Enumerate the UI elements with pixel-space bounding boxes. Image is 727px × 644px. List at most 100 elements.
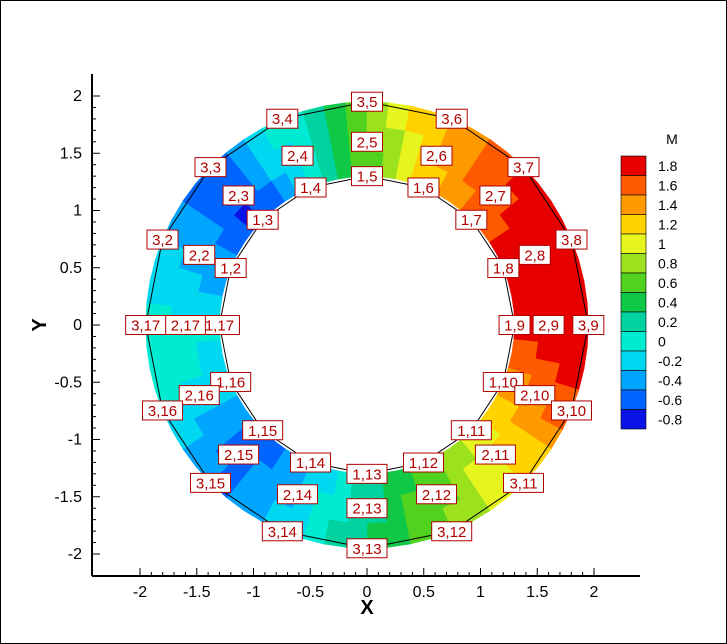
legend-level-label: 1.8 [658,158,678,174]
node-label-box [261,521,303,542]
legend-level-label: 0 [658,333,666,349]
node-label-box [487,258,520,279]
node-label-3-4: 3,4 [266,108,299,129]
node-label-3-7: 3,7 [507,157,540,178]
node-label-2-10: 2,10 [514,385,556,406]
node-label-text: 3,14 [268,524,297,541]
node-label-box [474,444,516,465]
node-label-3-2: 3,2 [146,229,179,250]
node-label-text: 1,13 [352,466,381,483]
y-tick-label: -1 [68,432,82,449]
node-label-text: 2,16 [185,388,214,405]
y-tick-label: -1.5 [54,489,82,506]
node-label-box [482,371,524,392]
node-label-2-9: 2,9 [532,315,565,335]
y-tick-label: 0 [73,317,82,334]
node-label-box [246,209,279,230]
node-label-text: 2,6 [426,148,447,165]
node-label-1-4: 1,4 [294,177,327,198]
y-ticks: -2 -1.5 -1 -0.5 0 0.5 1 1.5 2 [54,88,100,563]
legend-labels: 1.8 1.6 1.4 1.2 1 0.8 0.6 0.4 0.2 0 -0.2 -0.4 -0.6 -0… [658,158,682,428]
y-tick-label: 1 [73,203,82,220]
node-label-text: 3,10 [557,403,586,420]
node-label-1-7: 1,7 [455,209,488,230]
node-label-2-11: 2,11 [474,444,516,465]
node-label-box [281,145,314,166]
node-label-box [277,484,319,505]
legend-level-label: 0.2 [658,314,678,330]
legend-level-label: 0.6 [658,275,678,291]
node-label-text: 1,6 [413,180,434,197]
node-label-3-11: 3,11 [503,472,545,493]
node-label-2-5: 2,5 [351,131,383,152]
node-label-2-12: 2,12 [415,484,457,505]
node-label-text: 3,6 [441,111,462,128]
legend-swatch [620,370,647,391]
x-tick-label: -0.5 [296,584,324,601]
legend-level-label: 1 [658,236,666,252]
x-ticks: -2 -1.5 -1 -0.5 0 0.5 1 1.5 2 [133,568,599,601]
node-label-box [189,472,231,493]
node-label-text: 3,11 [509,475,537,492]
legend-level-label: -0.6 [658,392,682,408]
node-label-box [479,185,512,206]
node-label-1-2: 1,2 [214,258,247,279]
node-label-text: 3,5 [357,94,378,111]
node-label-text: 2,11 [481,447,509,464]
node-label-1-8: 1,8 [487,258,520,279]
node-label-text: 2,9 [538,318,559,335]
node-label-text: 2,5 [357,134,378,151]
node-label-text: 1,11 [457,423,485,440]
node-label-1-3: 1,3 [246,209,279,230]
node-label-text: 3,3 [200,160,221,177]
legend-swatch [620,175,647,196]
legend-swatch [620,155,647,176]
node-label-2-7: 2,7 [479,185,512,206]
y-axis-title: Y [29,318,51,332]
node-label-text: 1,5 [357,169,378,186]
node-label-box [507,157,540,178]
node-label-text: 2,14 [283,487,312,504]
node-label-box [420,145,453,166]
legend-swatch [620,233,647,254]
legend-level-label: 1.2 [658,216,678,232]
node-label-text: 3,17 [131,318,160,335]
node-label-box [242,420,284,441]
node-label-text: 1,9 [504,318,525,335]
node-label-1-16: 1,16 [210,371,252,392]
x-tick-label: 0 [363,584,372,601]
node-label-box [214,258,247,279]
x-tick-label: -1 [246,584,260,601]
node-label-box [125,315,167,335]
node-label-box [183,244,216,265]
node-label-text: 3,8 [561,232,582,249]
y-tick-label: -2 [68,546,82,563]
node-label-box [435,108,468,129]
legend-swatches [620,155,647,430]
node-label-3-17: 3,17 [125,315,167,335]
node-label-box [346,498,388,519]
x-axis-title: X [360,597,374,619]
node-label-1-17: 1,17 [198,315,240,335]
y-tick-label: 1.5 [60,145,82,162]
node-label-box [146,229,179,250]
node-label-text: 3,2 [152,232,173,249]
node-label-text: 3,4 [272,111,293,128]
node-label-box [402,452,444,473]
node-label-text: 3,12 [437,524,466,541]
node-label-text: 1,10 [489,374,518,391]
node-label-box [222,185,255,206]
node-label-text: 3,15 [196,475,225,492]
node-label-3-16: 3,16 [142,400,184,421]
legend-swatch [620,272,647,293]
node-label-box [431,521,473,542]
legend-swatch [620,311,647,332]
legend-level-label: -0.4 [658,372,682,388]
legend-level-label: -0.8 [658,411,682,427]
x-tick-label: 1.5 [526,584,548,601]
node-label-3-3: 3,3 [194,157,227,178]
node-label-text: 1,4 [300,180,321,197]
node-label-2-14: 2,14 [277,484,319,505]
node-label-box [455,209,488,230]
